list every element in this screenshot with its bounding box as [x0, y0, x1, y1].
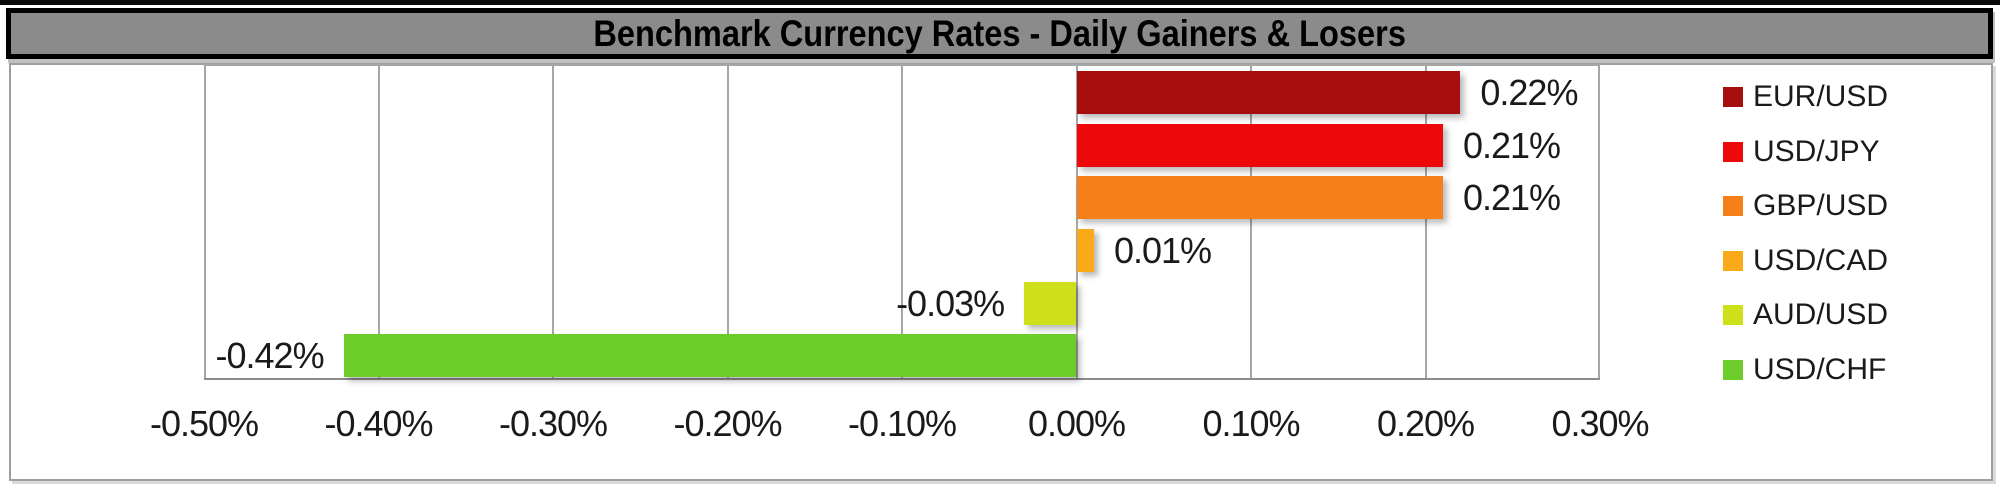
bar-value-label: 0.21% — [1462, 177, 1561, 219]
gridline — [1250, 66, 1252, 378]
chart-title: Benchmark Currency Rates - Daily Gainers… — [593, 12, 1406, 54]
x-tick-label: -0.30% — [498, 403, 608, 444]
legend-swatch-icon — [1723, 87, 1743, 107]
x-tick-label: -0.20% — [673, 403, 782, 444]
legend-swatch-icon — [1723, 250, 1743, 271]
gridline — [552, 66, 554, 378]
legend-label: AUD/USD — [1753, 298, 1889, 331]
x-tick-label: 0.10% — [1202, 403, 1300, 444]
bar-value-label: -0.42% — [215, 335, 325, 377]
x-tick-label: 0.30% — [1551, 403, 1649, 444]
bar-aud-usd — [1024, 281, 1077, 325]
bar-gbp-usd — [1076, 176, 1443, 220]
x-tick-label: 0.20% — [1376, 403, 1475, 444]
chart-frame — [9, 63, 1993, 481]
legend-swatch-icon — [1723, 359, 1743, 380]
chart-title-bar: Benchmark Currency Rates - Daily Gainers… — [6, 8, 1993, 59]
legend-swatch-icon — [1723, 196, 1743, 216]
legend-label: USD/CAD — [1753, 243, 1889, 277]
gridline — [1598, 66, 1600, 378]
x-tick-label: -0.50% — [149, 403, 259, 444]
bar-value-label: -0.03% — [896, 282, 1005, 324]
bar-value-label: 0.22% — [1480, 71, 1578, 113]
gridline — [726, 66, 729, 378]
bar-eur-usd — [1076, 70, 1461, 114]
gridline — [1424, 66, 1427, 378]
bar-usd-chf — [343, 334, 1077, 378]
legend-item-gbp-usd: GBP/USD — [1712, 188, 1888, 224]
legend-swatch-icon — [1723, 305, 1743, 325]
legend-label: GBP/USD — [1753, 189, 1889, 222]
gridline — [1075, 66, 1078, 378]
bar-value-label: 0.21% — [1462, 124, 1561, 166]
bar-usd-jpy — [1076, 123, 1443, 167]
legend: EUR/USD USD/JPY GBP/USD USD/CAD AUD/USD USD/C… — [1712, 63, 1982, 413]
legend-label: USD/JPY — [1753, 134, 1880, 168]
legend-item-usd-cad: USD/CAD — [1712, 243, 1888, 279]
plot-area: 0.22% 0.21% 0.21% 0.01% -0.03% -0.42% — [204, 64, 1600, 380]
legend-item-usd-chf: USD/CHF — [1712, 352, 1886, 388]
gridline — [901, 66, 903, 378]
x-tick-label: 0.00% — [1027, 403, 1126, 444]
x-tick-label: -0.40% — [324, 403, 433, 444]
bar-value-label: 0.01% — [1113, 229, 1212, 271]
legend-label: EUR/USD — [1753, 80, 1889, 113]
x-axis-labels: -0.50% -0.40% -0.30% -0.20% -0.10% 0.00% 0.10%… — [0, 404, 2000, 444]
bar-usd-cad — [1076, 228, 1094, 272]
gridline — [204, 66, 206, 378]
legend-item-eur-usd: EUR/USD — [1712, 79, 1888, 115]
x-tick-label: -0.10% — [847, 403, 957, 444]
legend-label: USD/CHF — [1753, 352, 1887, 386]
legend-swatch-icon — [1723, 141, 1743, 162]
window-top-border — [0, 0, 2000, 5]
legend-item-usd-jpy: USD/JPY — [1712, 134, 1880, 170]
gridline — [377, 66, 380, 378]
legend-item-aud-usd: AUD/USD — [1712, 297, 1888, 333]
